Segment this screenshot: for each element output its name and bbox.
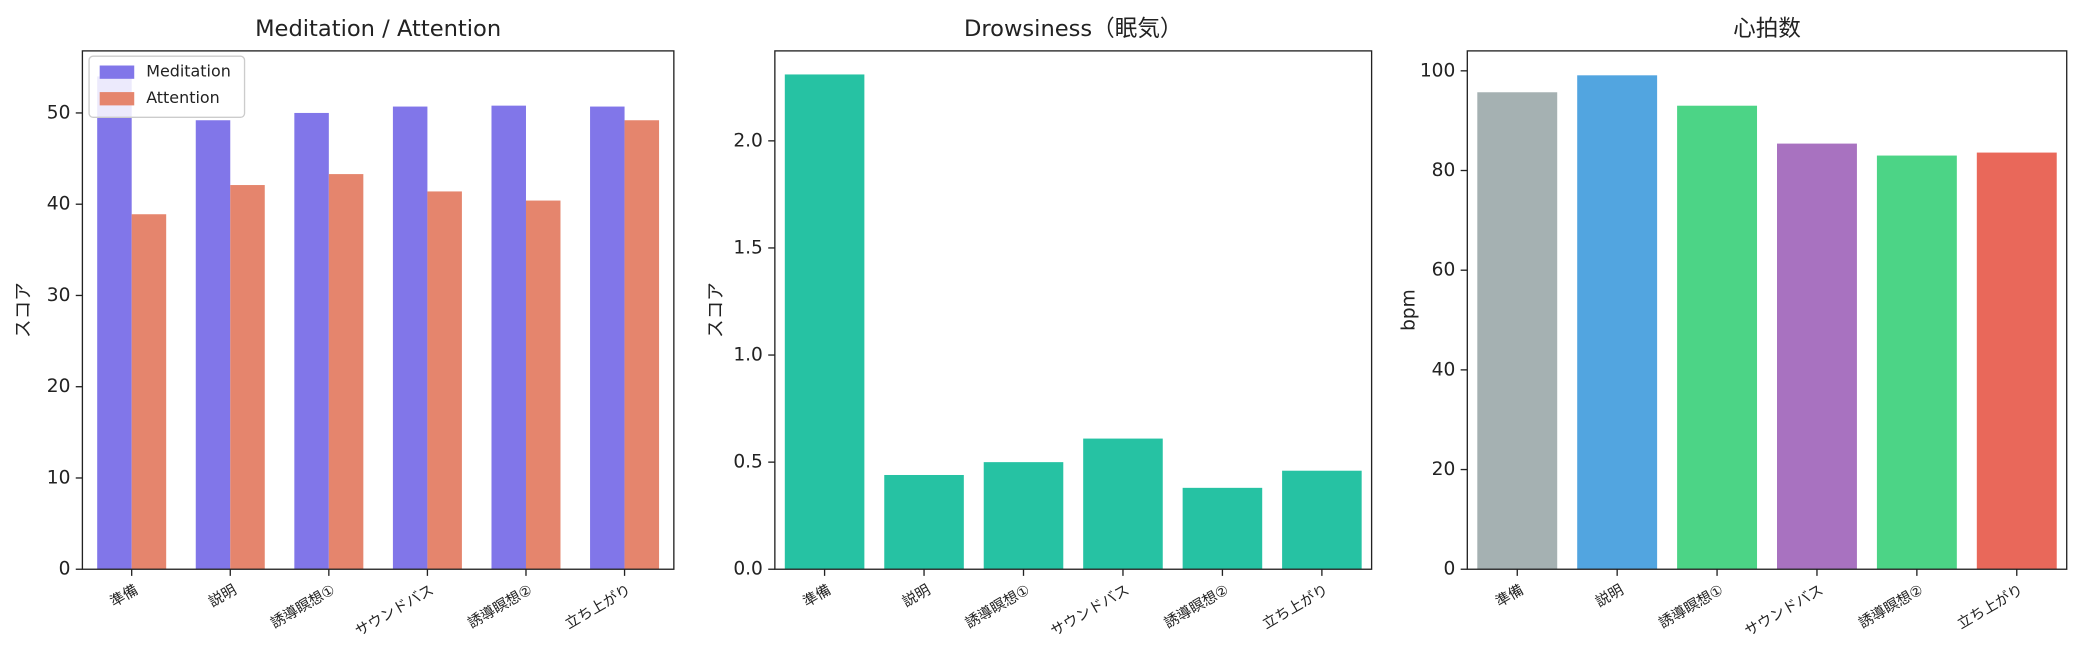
bar xyxy=(624,120,660,570)
x-tick-label: 誘導瞑想① xyxy=(268,581,338,631)
y-tick-label: 20 xyxy=(47,376,71,397)
bar xyxy=(1577,75,1658,570)
x-tick-label: 立ち上がり xyxy=(1954,581,2026,632)
bar xyxy=(1677,105,1758,570)
x-tick-label: 誘導瞑想② xyxy=(1856,581,1926,631)
x-tick-label: サウンドバス xyxy=(1742,581,1826,640)
x-tick-label: 説明 xyxy=(900,581,934,610)
chart-title: Meditation / Attention xyxy=(255,16,501,42)
axes-frame xyxy=(81,50,675,570)
x-tick-label: 準備 xyxy=(800,581,834,610)
y-tick-label: 0.5 xyxy=(733,452,763,473)
bar xyxy=(1976,152,2057,570)
x-tick-label: サウンドバス xyxy=(352,581,436,640)
x-tick-label: 誘導瞑想② xyxy=(1161,581,1231,631)
y-tick-label: 60 xyxy=(1432,260,1456,281)
bar xyxy=(525,200,561,570)
x-tick-label: 説明 xyxy=(1593,581,1627,610)
y-tick-label: 20 xyxy=(1432,459,1456,480)
bar xyxy=(230,185,265,570)
bar xyxy=(427,191,462,570)
x-tick-label: サウンドバス xyxy=(1048,581,1132,640)
x-tick-label: 誘導瞑想① xyxy=(1656,581,1726,631)
y-tick-label: 1.0 xyxy=(733,345,763,366)
bar xyxy=(1477,92,1558,570)
y-tick-label: 80 xyxy=(1432,160,1456,181)
bar xyxy=(1083,438,1163,570)
bar xyxy=(1777,143,1857,570)
bar xyxy=(784,74,865,570)
x-tick-label: 準備 xyxy=(1493,581,1527,610)
bar xyxy=(1876,155,1957,570)
y-axis-label: bpm xyxy=(1398,289,1419,331)
y-tick-label: 40 xyxy=(1432,359,1456,380)
bar xyxy=(491,105,526,570)
y-tick-label: 100 xyxy=(1420,60,1456,81)
legend: Meditation Attention xyxy=(88,55,246,119)
bar xyxy=(884,474,964,570)
y-tick-label: 1.5 xyxy=(733,237,763,258)
bar xyxy=(328,174,364,570)
x-tick-label: 準備 xyxy=(107,581,141,610)
y-tick-label: 30 xyxy=(47,285,71,306)
y-tick-label: 0.0 xyxy=(733,559,763,580)
x-tick-label: 立ち上がり xyxy=(562,581,634,632)
y-tick-label: 0 xyxy=(59,559,71,580)
legend-label: Attention xyxy=(146,88,220,107)
legend-swatch xyxy=(99,92,135,106)
legend-swatch xyxy=(99,65,135,79)
chart-title: 心拍数 xyxy=(1733,16,1801,42)
y-axis-label: スコア xyxy=(706,282,727,338)
bar xyxy=(131,214,167,570)
bar xyxy=(392,106,428,570)
bar xyxy=(294,112,329,570)
y-tick-label: 2.0 xyxy=(733,130,763,151)
bar xyxy=(983,462,1064,570)
x-tick-label: 誘導瞑想① xyxy=(962,581,1032,631)
axes-frame xyxy=(774,50,1373,570)
legend-label: Meditation xyxy=(146,62,231,81)
x-tick-label: 誘導瞑想② xyxy=(465,581,535,631)
y-tick-label: 50 xyxy=(47,102,71,123)
bar xyxy=(1282,470,1362,570)
y-tick-label: 10 xyxy=(47,467,71,488)
bar xyxy=(1182,487,1263,570)
x-tick-label: 説明 xyxy=(206,581,240,610)
y-tick-label: 40 xyxy=(47,194,71,215)
axes-frame xyxy=(1466,50,2068,570)
bar xyxy=(195,120,231,570)
bar xyxy=(590,106,625,570)
y-tick-label: 0 xyxy=(1444,559,1456,580)
x-tick-label: 立ち上がり xyxy=(1259,581,1331,632)
chart-title: Drowsiness（眠気） xyxy=(964,16,1183,42)
bar xyxy=(97,76,132,570)
y-axis-label: スコア xyxy=(13,282,34,338)
